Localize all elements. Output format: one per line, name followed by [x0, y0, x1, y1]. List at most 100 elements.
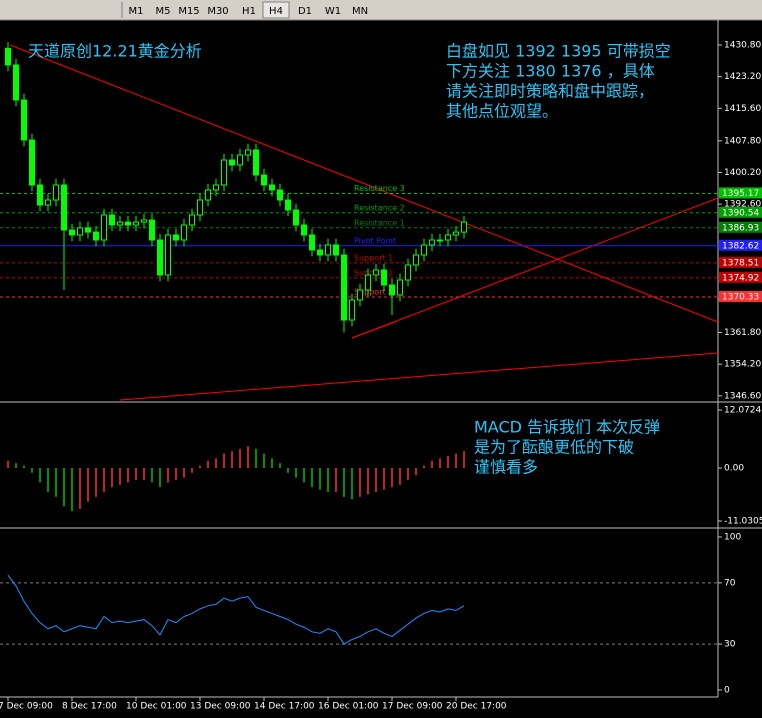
candle-body — [37, 184, 43, 206]
candle-body — [149, 219, 155, 241]
candle-body — [405, 264, 411, 281]
candle-body — [29, 139, 35, 186]
candle-body — [317, 249, 323, 256]
timeframe-label[interactable]: M30 — [207, 6, 228, 17]
y-tick-label: 1346.60 — [724, 391, 761, 401]
candle-body — [213, 184, 219, 191]
price-box — [719, 206, 762, 218]
timeframe-label[interactable]: M15 — [178, 6, 199, 17]
pivot-level-label: Support 3 — [354, 287, 393, 296]
candle-body — [285, 199, 291, 211]
y-tick-label: 12.0724 — [724, 405, 761, 415]
y-tick-label: 70 — [724, 578, 736, 588]
title-note: 天道原创12.21黄金分析 — [28, 42, 202, 61]
candle-body — [373, 269, 379, 276]
timeframe-button[interactable] — [204, 1, 232, 19]
candle-body — [341, 254, 347, 321]
candle-body — [197, 199, 203, 216]
timeframe-button[interactable] — [122, 1, 150, 19]
candle-body — [429, 239, 435, 246]
x-tick-label: 10 Dec 01:00 — [126, 702, 187, 712]
candle-body — [85, 227, 91, 233]
candle-body — [221, 159, 227, 186]
candle-body — [125, 221, 131, 226]
x-tick-label: 8 Dec 17:00 — [62, 702, 117, 712]
candle-body — [261, 174, 267, 186]
candle-body — [349, 299, 355, 321]
x-tick-label: 14 Dec 17:00 — [254, 702, 315, 712]
x-tick-label: 20 Dec 17:00 — [446, 702, 507, 712]
candle-body — [277, 189, 283, 201]
timeframe-button[interactable] — [235, 1, 263, 19]
candle-body — [157, 239, 163, 276]
macd-note: 是为了酝酿更低的下破 — [474, 438, 634, 457]
trend-line — [119, 352, 719, 401]
candle-body — [389, 284, 395, 296]
candle-body — [229, 159, 235, 166]
timeframe-label[interactable]: MN — [352, 6, 368, 17]
timeframe-label[interactable]: M5 — [156, 6, 171, 17]
rsi-line — [7, 574, 465, 645]
trend-line — [9, 44, 719, 323]
candle-body — [5, 47, 11, 66]
candle-body — [141, 219, 147, 223]
candle-body — [13, 64, 19, 101]
pivot-level-label: Support 1 — [354, 253, 393, 262]
price-box-label: 1374.92 — [722, 273, 759, 283]
y-tick-label: -11.0305 — [724, 516, 762, 526]
timeframe-label[interactable]: D1 — [298, 6, 312, 17]
timeframe-label[interactable]: H1 — [242, 6, 256, 17]
y-tick-label: 100 — [724, 532, 741, 542]
trend-line — [351, 321, 396, 339]
candle-body — [61, 184, 67, 231]
candle-body — [101, 214, 107, 241]
timeframe-button[interactable] — [291, 1, 319, 19]
y-tick-label: 1430.80 — [724, 41, 761, 51]
candle-body — [437, 239, 443, 242]
y-tick-label: 1392.60 — [724, 200, 761, 210]
candle-body — [397, 279, 403, 296]
timeframe-button[interactable] — [175, 1, 203, 19]
candle-body — [109, 214, 115, 226]
timeframe-label[interactable]: M1 — [129, 6, 144, 17]
timeframe-button[interactable] — [319, 1, 347, 19]
y-tick-label: 30 — [724, 640, 736, 650]
pivot-level-label: Pivot Point — [354, 236, 396, 245]
price-box — [719, 256, 762, 268]
candle-body — [53, 184, 59, 201]
candle-body — [301, 224, 307, 236]
y-tick-label: 1400.20 — [724, 168, 761, 178]
timeframe-button[interactable] — [346, 1, 374, 19]
candle-body — [421, 244, 427, 256]
price-box — [719, 271, 762, 283]
candle-body — [453, 231, 459, 236]
timeframe-label[interactable]: W1 — [325, 6, 341, 17]
plan-note: 下方关注 1380 1376 ，具体 — [446, 62, 655, 81]
price-box — [719, 221, 762, 233]
candle-body — [117, 221, 123, 226]
candle-body — [189, 214, 195, 226]
x-tick-label: 16 Dec 01:00 — [318, 702, 379, 712]
timeframe-label[interactable]: H4 — [269, 6, 283, 17]
price-box-label: 1370.33 — [722, 292, 759, 302]
candle-body — [45, 199, 51, 206]
pivot-level-label: Resistance 1 — [354, 218, 405, 227]
candle-body — [333, 244, 339, 256]
pivot-level-label: Resistance 3 — [354, 184, 405, 193]
y-tick-label: 1415.60 — [724, 104, 761, 114]
y-tick-label: 1423.20 — [724, 72, 761, 82]
candle-body — [445, 234, 451, 241]
plan-note: 请关注即时策略和盘中跟踪， — [446, 82, 654, 101]
x-tick-label: 17 Dec 09:00 — [382, 702, 443, 712]
trend-lines — [9, 44, 719, 401]
plan-note: 其他点位观望。 — [446, 102, 558, 121]
candle-body — [69, 229, 75, 236]
x-tick-label: 7 Dec 09:00 — [0, 702, 53, 712]
candle-body — [325, 244, 331, 256]
timeframe-button[interactable] — [262, 1, 290, 19]
macd-note: 谨慎看多 — [474, 458, 538, 477]
candle-body — [293, 209, 299, 226]
trend-line — [351, 197, 719, 339]
